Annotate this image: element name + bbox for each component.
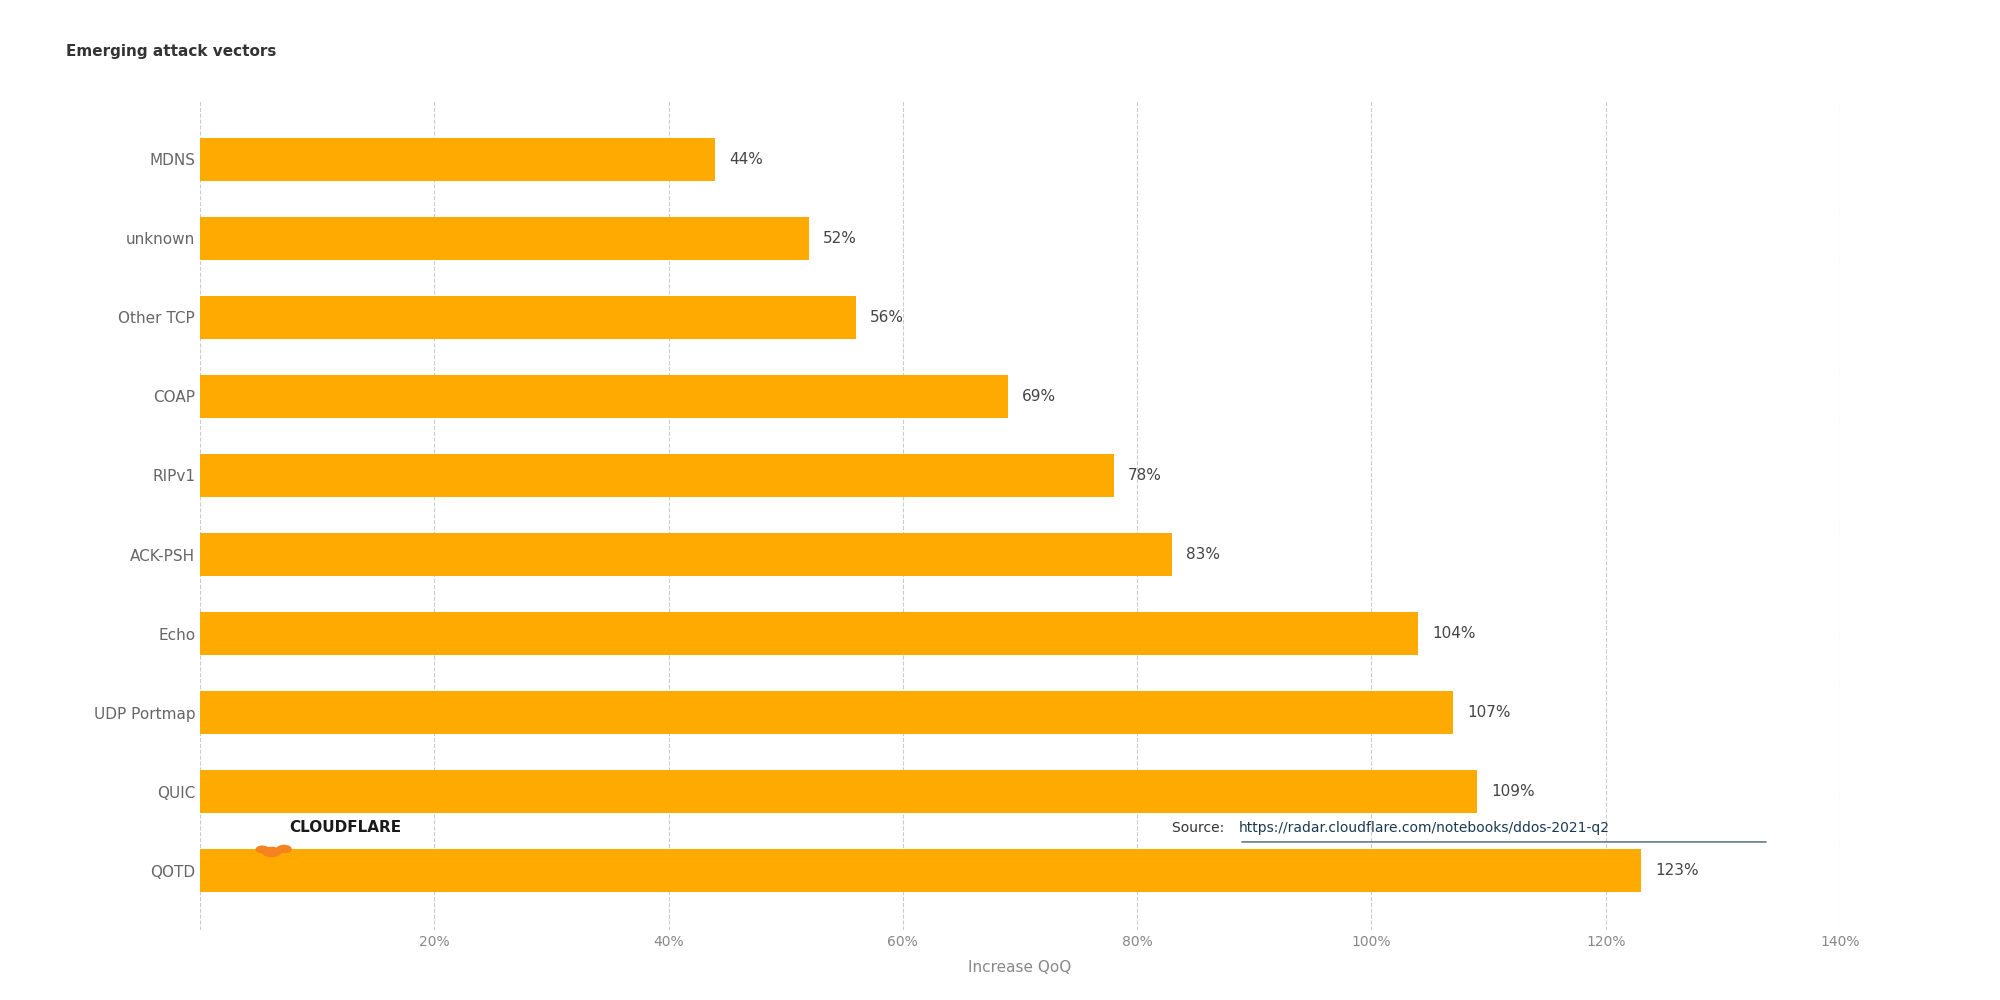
Text: Network-layer DDoS attacks: Top emerging threat vectors: Network-layer DDoS attacks: Top emerging… (288, 168, 1334, 199)
Bar (200, 612, 1418, 655)
Text: 69%: 69% (1022, 389, 1056, 404)
Bar (200, 375, 1008, 418)
Bar (200, 454, 1114, 497)
Text: 52%: 52% (824, 231, 858, 246)
Bar (200, 138, 716, 181)
Ellipse shape (278, 845, 292, 852)
Bar (200, 770, 1476, 813)
Text: 83%: 83% (1186, 547, 1220, 562)
Text: 109%: 109% (1490, 784, 1534, 799)
Text: 56%: 56% (870, 310, 904, 325)
Text: Source:: Source: (1172, 821, 1228, 835)
Ellipse shape (256, 846, 268, 853)
Bar (200, 849, 1640, 892)
Bar (200, 296, 856, 339)
X-axis label: Increase QoQ: Increase QoQ (968, 960, 1072, 975)
Text: Emerging attack vectors: Emerging attack vectors (66, 44, 276, 59)
Text: 104%: 104% (1432, 626, 1476, 641)
Bar (200, 217, 810, 260)
Bar (200, 533, 1172, 576)
Text: 107%: 107% (1468, 705, 1510, 720)
Text: 78%: 78% (1128, 468, 1162, 483)
Ellipse shape (262, 847, 280, 856)
Text: 44%: 44% (730, 152, 764, 167)
Text: 123%: 123% (1654, 863, 1698, 878)
Text: CLOUDFLARE: CLOUDFLARE (288, 820, 400, 835)
Text: https://radar.cloudflare.com/notebooks/ddos-2021-q2: https://radar.cloudflare.com/notebooks/d… (1238, 821, 1610, 835)
Bar (200, 691, 1454, 734)
